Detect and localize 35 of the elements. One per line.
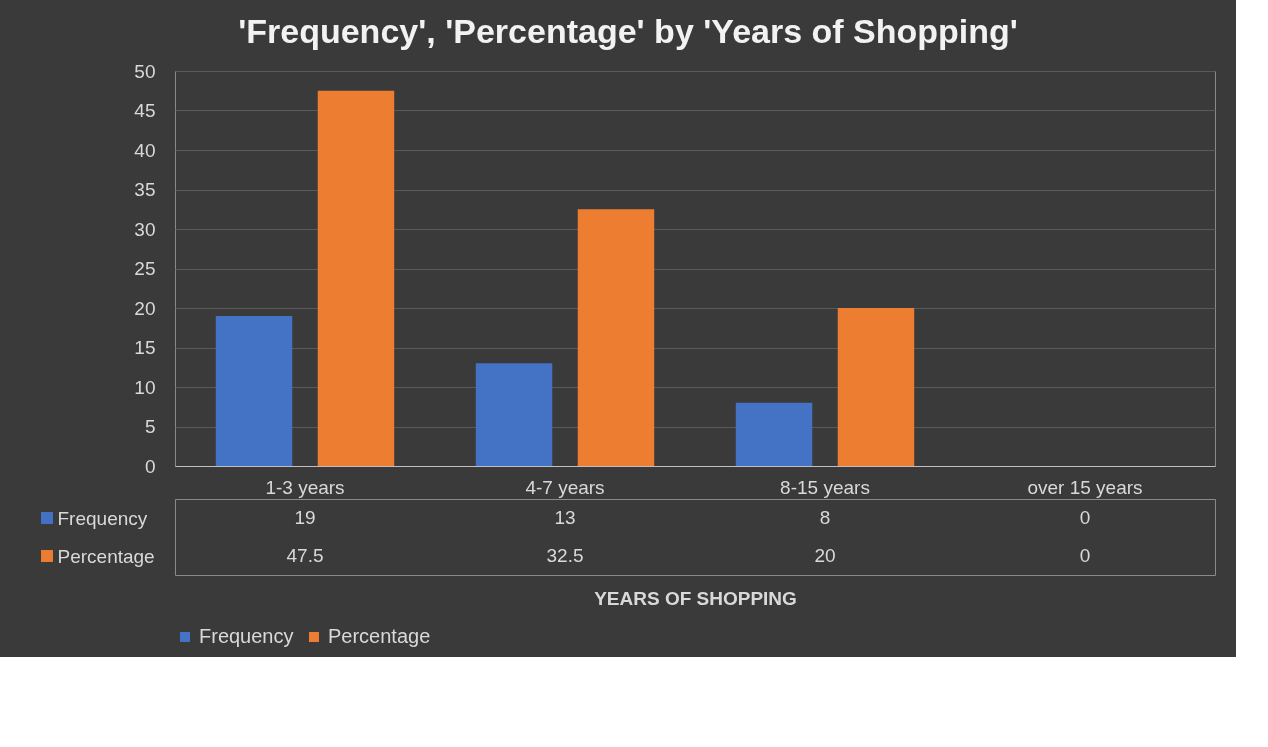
data-label: 13 <box>554 507 576 528</box>
data-label: 20 <box>814 545 836 566</box>
y-tick-label: 30 <box>134 218 156 240</box>
x-tick-label: over 15 years <box>1027 476 1143 498</box>
chart-title: 'Frequency', 'Percentage' by 'Years of Shopping' <box>238 11 1018 50</box>
text: Percentage <box>57 545 155 567</box>
y-tick-label: 40 <box>134 139 156 161</box>
y-tick-label: 45 <box>134 100 156 121</box>
y-tick-label: 25 <box>134 258 156 279</box>
data-label: 32.5 <box>546 545 584 566</box>
data-label: 47.5 <box>286 545 324 566</box>
bar <box>475 363 553 466</box>
data-label: 8 <box>819 507 831 528</box>
y-tick-label: 50 <box>134 60 156 82</box>
text: Frequency <box>199 625 294 647</box>
y-tick-label: 10 <box>134 376 156 398</box>
x-tick-label: 1-3 years <box>265 476 345 498</box>
x-tick-label: 4-7 years <box>525 476 605 498</box>
legend-label: Percentage <box>328 625 431 647</box>
y-tick-label: 20 <box>134 297 156 319</box>
data-label: 0 <box>1079 507 1091 528</box>
y-tick-label: 35 <box>134 179 156 200</box>
bar <box>317 90 395 466</box>
y-tick-label: 0 <box>144 455 156 477</box>
bar <box>735 402 813 466</box>
y-tick-label: 5 <box>144 416 156 437</box>
x-tick-label: 8-15 years <box>780 476 870 498</box>
bar <box>215 315 293 466</box>
data-label: 19 <box>294 507 316 528</box>
y-tick-label: 15 <box>134 337 156 358</box>
legend-label: Frequency <box>57 507 148 529</box>
x-axis-title: YEARS OF SHOPPING <box>594 587 797 609</box>
bar <box>837 308 915 466</box>
bar <box>577 209 655 466</box>
data-label: 0 <box>1079 545 1091 566</box>
